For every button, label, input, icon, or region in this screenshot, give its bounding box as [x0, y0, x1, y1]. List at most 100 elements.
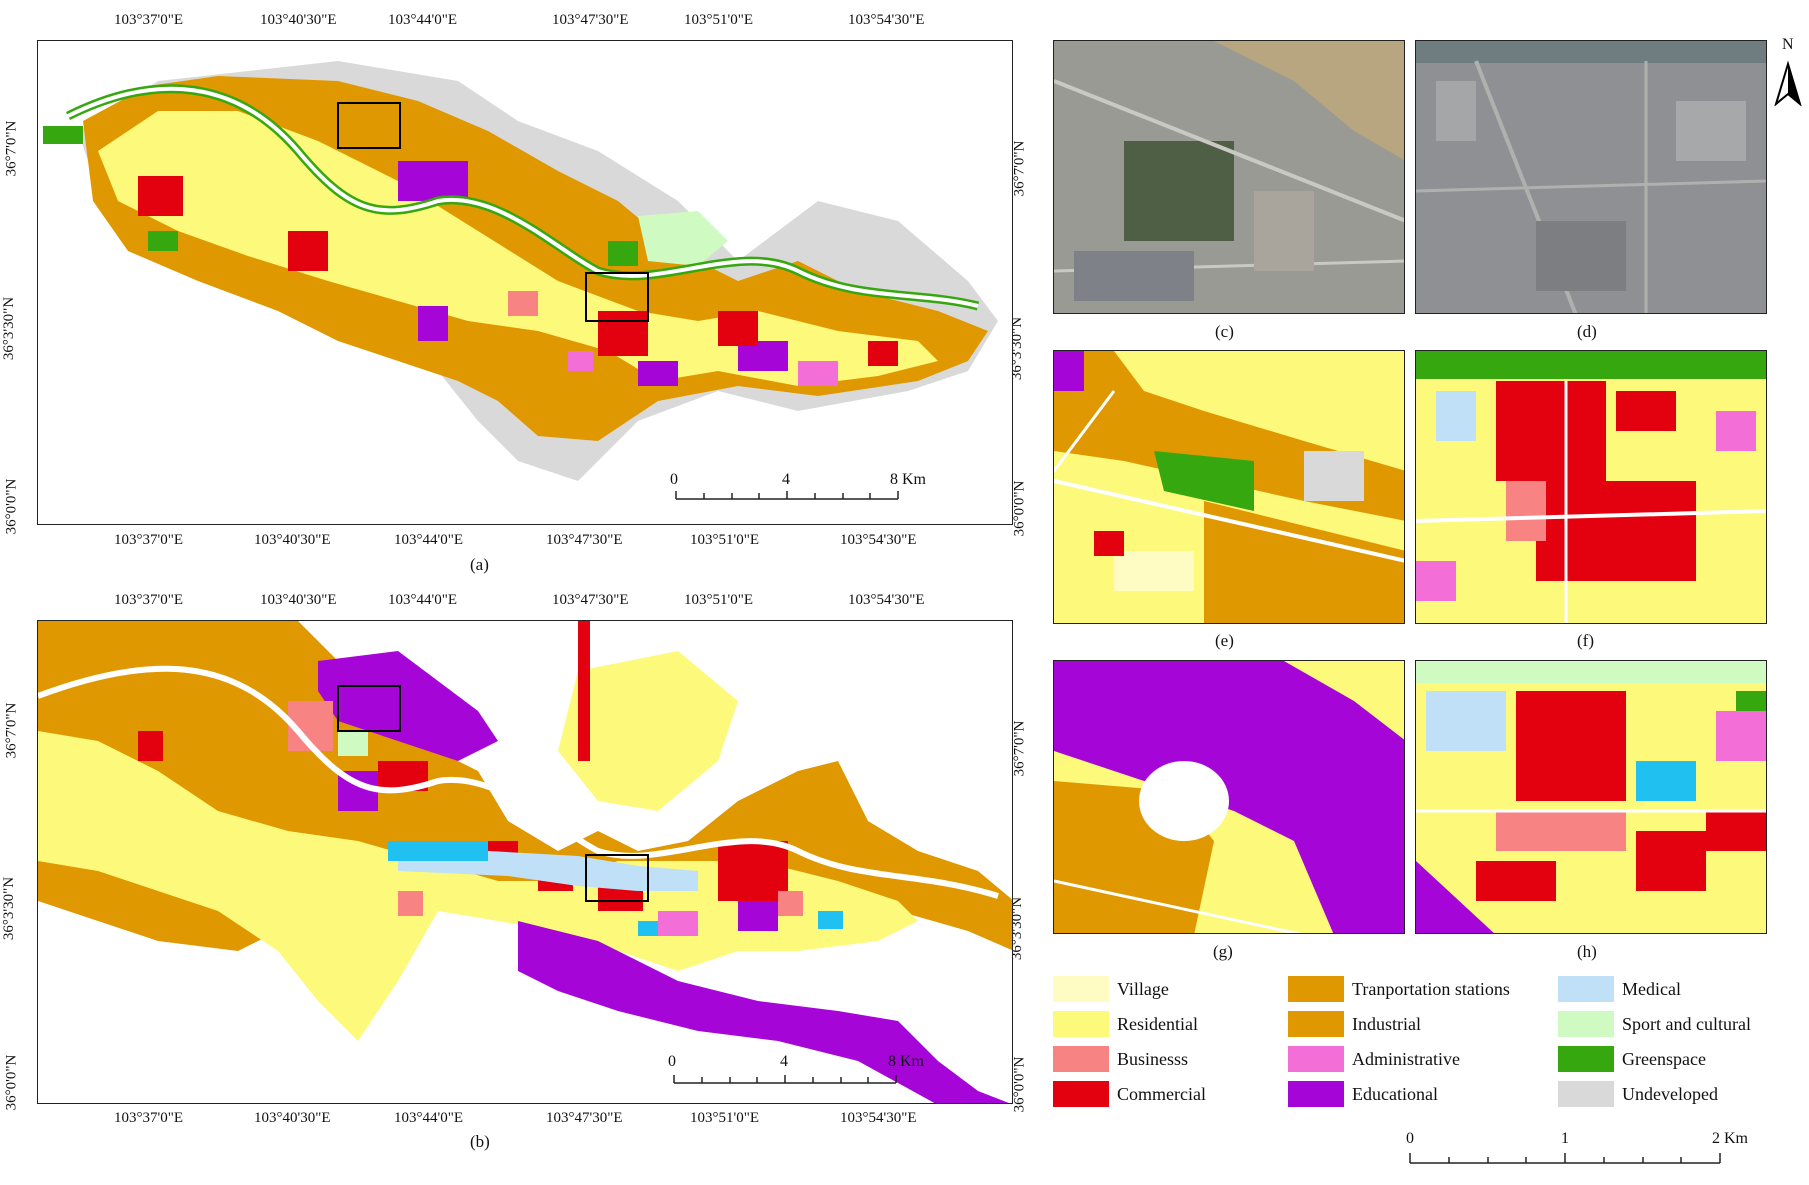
legend-label: Industrial [1352, 1013, 1421, 1034]
scalebar-small-label-1: 1 [1561, 1130, 1569, 1147]
satellite-inset-c [1053, 40, 1405, 314]
educational-area [518, 921, 1009, 1103]
right-lat-label: 36°7'0"N [1011, 720, 1028, 777]
sport-patch [338, 731, 368, 756]
legend-swatch [1053, 976, 1109, 1002]
greenspace-patch [608, 241, 638, 266]
caption-e: (e) [1215, 631, 1234, 650]
caption-f: (f) [1577, 631, 1594, 650]
scalebar-b-label-0: 0 [668, 1053, 676, 1070]
legend-swatch [1053, 1046, 1109, 1072]
left-lat-label: 36°3'30"N [1, 296, 18, 361]
administrative-patch [798, 361, 838, 386]
legend-label: Undeveloped [1622, 1083, 1718, 1104]
legend-swatch [1288, 1081, 1344, 1107]
top-lon-label: 103°47'30"E [552, 12, 629, 28]
legend-label: Greenspace [1622, 1048, 1706, 1069]
left-lat-label: 36°0'0"N [3, 1054, 20, 1111]
top-lon-label: 103°51'0"E [684, 592, 753, 608]
scalebar-a-label-8: 8 Km [890, 471, 926, 488]
right-lat-label: 36°0'0"N [1011, 1056, 1028, 1113]
map-a-frame: 0 4 8 Km [37, 40, 1013, 525]
legend-swatch [1053, 1011, 1109, 1037]
map-a-svg [43, 61, 998, 500]
caption-a: (a) [470, 555, 489, 574]
legend-item: Residential [1053, 1009, 1198, 1039]
bottom-lon-label: 103°44'0"E [394, 1110, 463, 1126]
caption-d: (d) [1577, 322, 1597, 341]
scalebar-small-label-2: 2 Km [1712, 1130, 1748, 1147]
scalebar-b-label-4: 4 [780, 1053, 788, 1070]
bottom-lon-label: 103°51'0"E [690, 1110, 759, 1126]
top-lon-label: 103°40'30"E [260, 12, 337, 28]
bottom-lon-label: 103°47'30"E [546, 1110, 623, 1126]
land-use-inset-e [1053, 350, 1405, 624]
top-lon-label: 103°44'0"E [388, 592, 457, 608]
business-patch [398, 891, 423, 916]
commercial-patch [598, 311, 648, 356]
legend-item: Village [1053, 974, 1169, 1004]
scalebar-a [675, 491, 899, 500]
top-lon-label: 103°37'0"E [114, 12, 183, 28]
commercial-patch [868, 341, 898, 366]
inset-box-top [337, 685, 401, 732]
legend-item: Businesss [1053, 1044, 1188, 1074]
sport-patch [638, 211, 728, 266]
river [38, 665, 999, 899]
medical-cyan-block [388, 841, 488, 861]
greenspace-patch [43, 126, 83, 144]
business-patch [778, 891, 803, 916]
left-lat-label: 36°3'30"N [1, 876, 18, 941]
administrative-patch [738, 901, 778, 931]
legend-swatch [1288, 976, 1344, 1002]
commercial-patch [138, 176, 183, 216]
legend-swatch [1558, 1046, 1614, 1072]
commercial-block [138, 731, 163, 761]
left-lat-label: 36°0'0"N [3, 478, 20, 535]
north-label: N [1782, 36, 1794, 53]
land-use-inset-g [1053, 660, 1405, 934]
legend-item: Greenspace [1558, 1044, 1706, 1074]
top-lon-label: 103°54'30"E [848, 592, 925, 608]
scalebar-small-label-0: 0 [1406, 1130, 1414, 1147]
caption-b: (b) [470, 1132, 490, 1151]
legend-item: Undeveloped [1558, 1079, 1718, 1109]
medical-cyan-block [818, 911, 843, 929]
land-use-inset-f [1415, 350, 1767, 624]
legend-item: Tranportation stations [1288, 974, 1510, 1004]
legend-item: Administrative [1288, 1044, 1460, 1074]
map-b-svg [38, 621, 1012, 1103]
top-lon-label: 103°47'30"E [552, 592, 629, 608]
top-lon-label: 103°40'30"E [260, 592, 337, 608]
bottom-lon-label: 103°40'30"E [254, 1110, 331, 1126]
top-lon-label: 103°44'0"E [388, 12, 457, 28]
inset-f-svg [1416, 351, 1766, 623]
legend-label: Tranportation stations [1352, 978, 1510, 999]
legend-swatch [1288, 1011, 1344, 1037]
legend-swatch [1558, 1081, 1614, 1107]
river-center [67, 86, 979, 308]
north-arrow-icon [1774, 60, 1802, 106]
caption-h: (h) [1577, 942, 1597, 961]
map-b-frame: 0 4 8 Km [37, 620, 1013, 1104]
bottom-lon-label: 103°40'30"E [254, 532, 331, 548]
inset-e-svg [1054, 351, 1404, 623]
legend-item: Educational [1288, 1079, 1438, 1109]
commercial-patch [288, 231, 328, 271]
bottom-lon-label: 103°54'30"E [840, 1110, 917, 1126]
commercial-block [718, 841, 788, 901]
legend-label: Businesss [1117, 1048, 1189, 1069]
scalebar-small-svg [1409, 1153, 1721, 1164]
educational-patch [418, 306, 448, 341]
bottom-lon-label: 103°37'0"E [114, 1110, 183, 1126]
inset-box-center [585, 272, 649, 322]
educational-patch [638, 361, 678, 386]
legend-label: Commercial [1117, 1083, 1206, 1104]
scalebar-b [673, 1075, 897, 1084]
caption-c: (c) [1215, 322, 1234, 341]
satellite-inset-d [1415, 40, 1767, 314]
scalebar-a-label-4: 4 [782, 471, 790, 488]
legend-label: Sport and cultural [1622, 1013, 1751, 1034]
legend-label: Administrative [1352, 1048, 1460, 1069]
commercial-block [578, 621, 590, 761]
